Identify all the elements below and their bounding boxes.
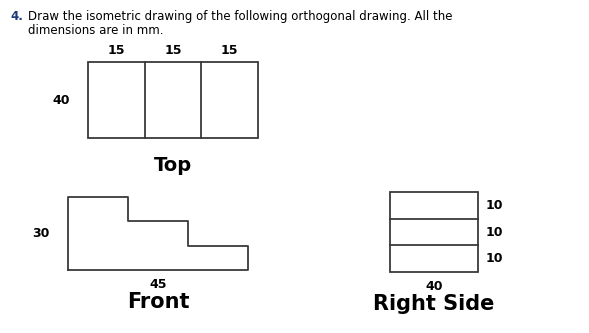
Text: Top: Top [154,156,192,175]
Text: 10: 10 [486,252,504,265]
Text: 15: 15 [221,44,239,57]
Text: 40: 40 [425,280,443,293]
Bar [390,192,478,272]
Text: 10: 10 [486,199,504,212]
Text: Front: Front [127,292,189,312]
Text: 40: 40 [52,94,70,107]
Text: 10: 10 [486,225,504,238]
Text: 15: 15 [108,44,125,57]
Text: Right Side: Right Side [373,294,495,314]
Text: Draw the isometric drawing of the following orthogonal drawing. All the: Draw the isometric drawing of the follow… [28,10,452,23]
Text: 45: 45 [149,278,167,291]
Text: 4.: 4. [10,10,23,23]
Text: 30: 30 [32,227,50,240]
Bar [88,62,258,138]
Text: dimensions are in mm.: dimensions are in mm. [28,24,164,37]
Text: 15: 15 [164,44,182,57]
